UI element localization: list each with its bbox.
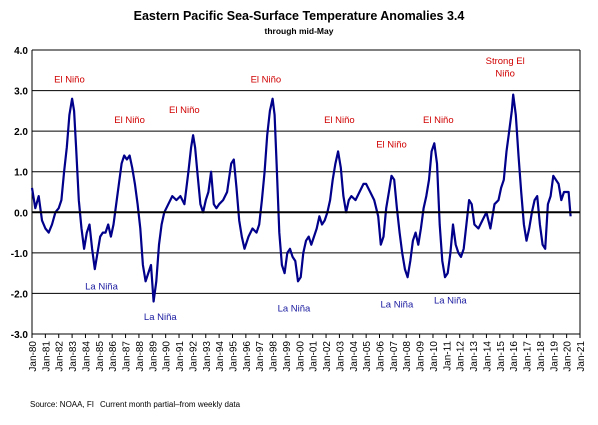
x-tick-label: Jan-06 bbox=[376, 341, 387, 372]
x-tick-label: Jan-90 bbox=[162, 341, 173, 372]
x-tick-label: Jan-96 bbox=[242, 341, 253, 372]
x-tick-label: Jan-11 bbox=[442, 341, 453, 371]
x-tick-label: Jan-14 bbox=[482, 341, 493, 372]
phase-annotation: La Niña bbox=[85, 281, 118, 292]
x-tick-label: Jan-85 bbox=[95, 341, 106, 372]
x-tick-label: Jan-13 bbox=[469, 341, 480, 372]
phase-annotation: Niño bbox=[495, 68, 515, 79]
phase-annotation: El Niño bbox=[423, 115, 454, 126]
y-tick-label: 0.0 bbox=[14, 208, 28, 219]
x-tick-label: Jan-80 bbox=[28, 341, 39, 372]
x-tick-label: Jan-81 bbox=[41, 341, 52, 372]
x-tick-label: Jan-05 bbox=[362, 341, 373, 372]
y-tick-label: -1.0 bbox=[11, 249, 29, 260]
y-tick-label: -3.0 bbox=[11, 330, 29, 341]
partial-month-note: Current month partial–from weekly data bbox=[100, 400, 241, 409]
x-tick-label: Jan-98 bbox=[269, 341, 280, 372]
x-tick-label: Jan-92 bbox=[188, 341, 199, 372]
phase-annotation: El Niño bbox=[169, 105, 200, 116]
y-tick-label: 3.0 bbox=[14, 87, 28, 98]
phase-annotation: El Niño bbox=[114, 115, 145, 126]
x-tick-label: Jan-89 bbox=[148, 341, 159, 372]
x-tick-label: Jan-19 bbox=[549, 341, 560, 372]
x-tick-label: Jan-97 bbox=[255, 341, 266, 372]
x-tick-label: Jan-99 bbox=[282, 341, 293, 372]
phase-annotation: El Niño bbox=[251, 74, 282, 85]
x-tick-label: Jan-07 bbox=[389, 341, 400, 372]
x-tick-label: Jan-17 bbox=[523, 341, 534, 372]
x-tick-label: Jan-15 bbox=[496, 341, 507, 372]
x-tick-label: Jan-91 bbox=[175, 341, 186, 372]
x-tick-label: Jan-93 bbox=[202, 341, 213, 372]
phase-annotation: El Niño bbox=[54, 74, 85, 85]
x-tick-label: Jan-08 bbox=[402, 341, 413, 372]
x-tick-label: Jan-21 bbox=[576, 341, 587, 372]
y-tick-label: 2.0 bbox=[14, 127, 28, 138]
x-tick-label: Jan-82 bbox=[55, 341, 66, 372]
chart-subtitle: through mid-May bbox=[264, 26, 334, 36]
x-tick-label: Jan-94 bbox=[215, 341, 226, 372]
x-tick-label: Jan-09 bbox=[416, 341, 427, 372]
phase-annotation: El Niño bbox=[324, 115, 355, 126]
x-tick-label: Jan-02 bbox=[322, 341, 333, 372]
x-tick-label: Jan-10 bbox=[429, 341, 440, 372]
x-tick-label: Jan-01 bbox=[309, 341, 320, 372]
y-tick-label: 1.0 bbox=[14, 168, 28, 179]
x-tick-label: Jan-95 bbox=[228, 341, 239, 372]
x-tick-label: Jan-83 bbox=[68, 341, 79, 372]
x-tick-label: Jan-87 bbox=[122, 341, 133, 372]
phase-annotation: La Niña bbox=[381, 300, 414, 311]
phase-annotation: El Niño bbox=[376, 139, 407, 150]
chart-title: Eastern Pacific Sea-Surface Temperature … bbox=[133, 9, 465, 23]
x-tick-label: Jan-86 bbox=[108, 341, 119, 372]
source-note: Source: NOAA, FI bbox=[30, 400, 95, 409]
x-tick-label: Jan-03 bbox=[335, 341, 346, 372]
x-tick-label: Jan-18 bbox=[536, 341, 547, 372]
x-tick-label: Jan-20 bbox=[563, 341, 574, 372]
x-tick-label: Jan-88 bbox=[135, 341, 146, 372]
phase-annotation: La Niña bbox=[434, 296, 467, 307]
y-tick-label: -2.0 bbox=[11, 289, 29, 300]
phase-annotation: La Niña bbox=[278, 304, 311, 315]
y-tick-label: 4.0 bbox=[14, 46, 28, 57]
x-tick-label: Jan-04 bbox=[349, 341, 360, 372]
x-tick-label: Jan-00 bbox=[295, 341, 306, 372]
x-tick-label: Jan-12 bbox=[456, 341, 467, 372]
x-tick-label: Jan-16 bbox=[509, 341, 520, 372]
x-tick-label: Jan-84 bbox=[81, 341, 92, 372]
anomaly-series-line bbox=[30, 93, 572, 303]
phase-annotation: La Niña bbox=[144, 312, 177, 323]
phase-annotation: Strong El bbox=[486, 56, 525, 67]
